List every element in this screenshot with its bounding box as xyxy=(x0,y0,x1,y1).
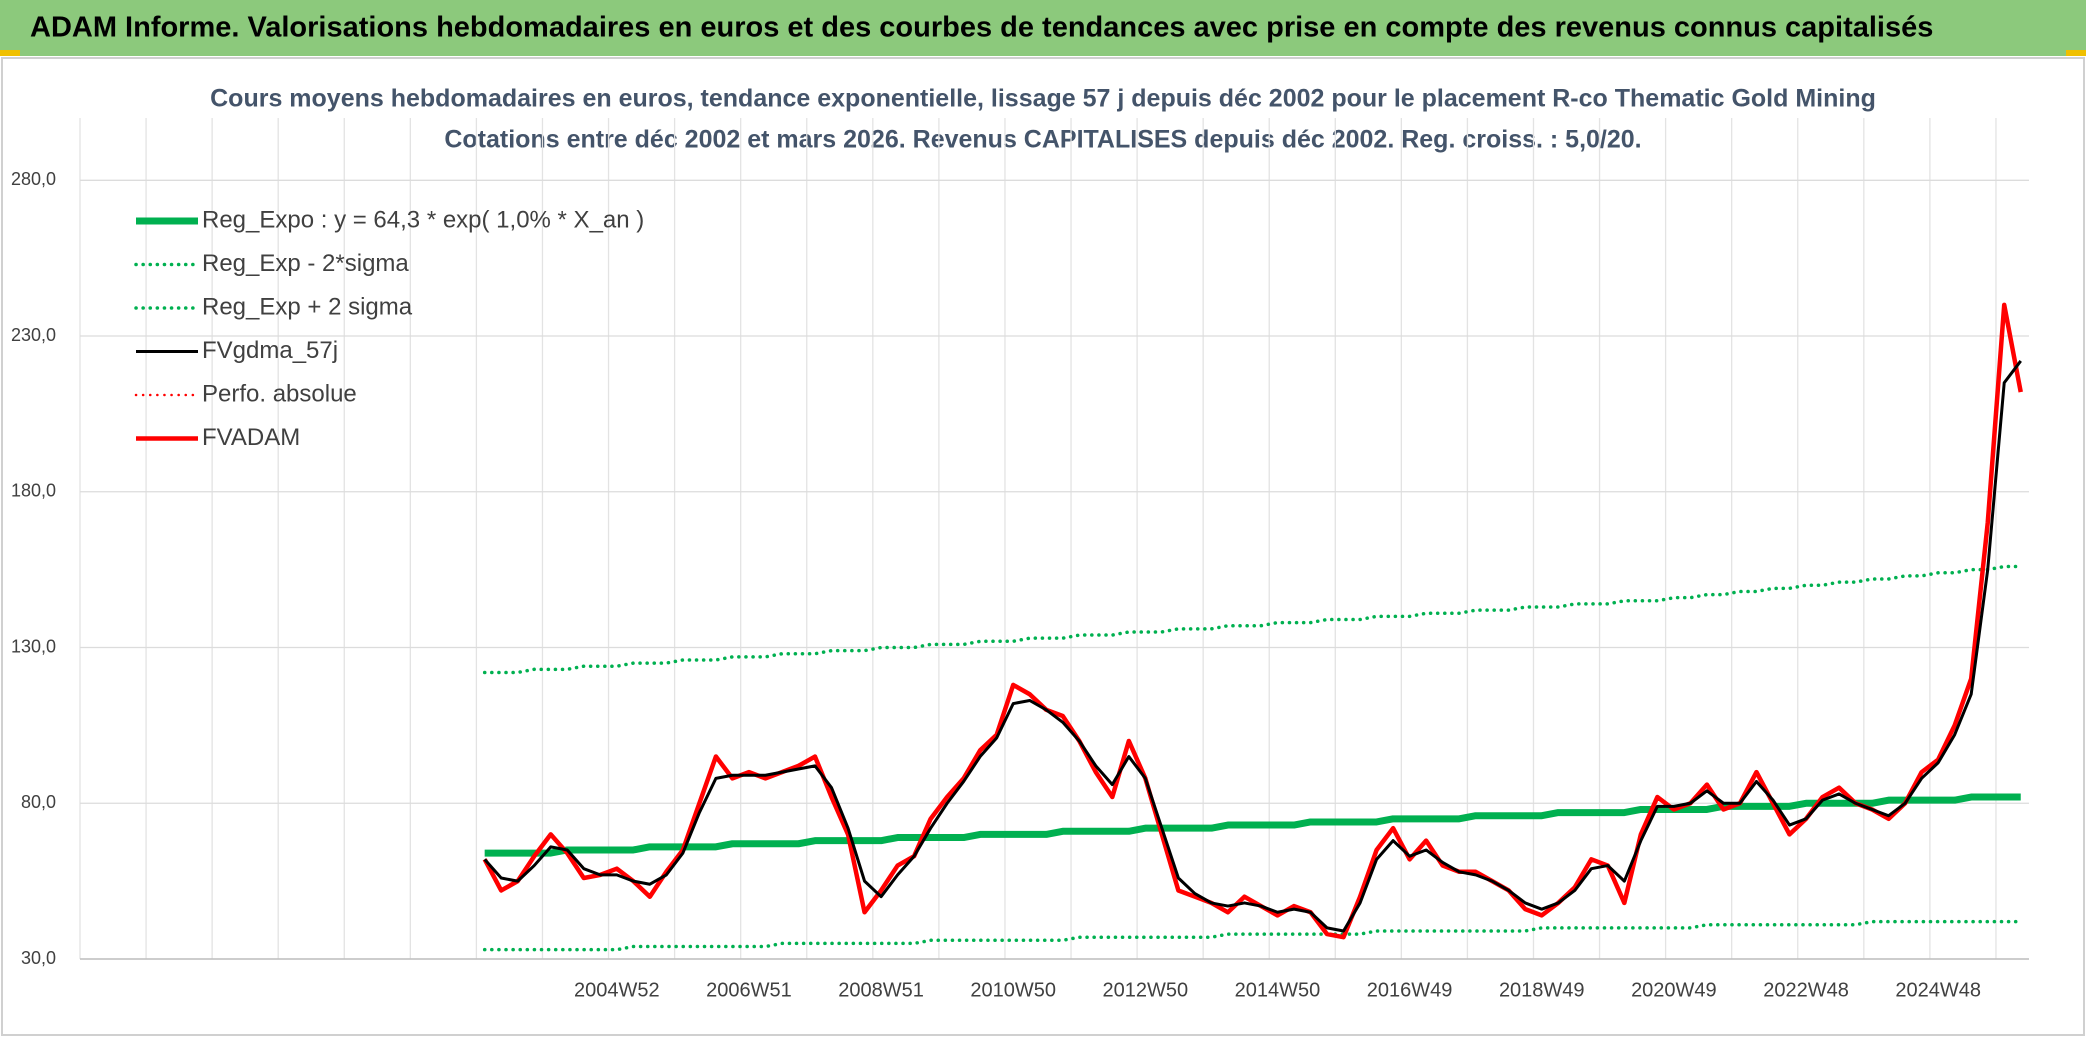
legend-label: FVgdma_57j xyxy=(202,337,338,364)
x-tick-label: 2008W51 xyxy=(838,979,924,1001)
x-tick-label: 2004W52 xyxy=(574,979,660,1001)
x-tick-label: 2016W49 xyxy=(1367,979,1453,1001)
header-title: ADAM Informe. Valorisations hebdomadaire… xyxy=(30,12,1933,44)
x-tick-label: 2022W48 xyxy=(1763,979,1849,1001)
chart-border xyxy=(1,57,2085,1036)
legend-label: Reg_Exp + 2 sigma xyxy=(202,293,413,320)
x-tick-label: 2014W50 xyxy=(1235,979,1321,1001)
series-line xyxy=(482,919,2023,952)
header-bar xyxy=(0,0,2086,56)
y-tick-label: 80,0 xyxy=(21,792,56,812)
x-tick-label: 2020W49 xyxy=(1631,979,1717,1001)
y-tick-label: 180,0 xyxy=(11,481,56,501)
x-tick-label: 2018W49 xyxy=(1499,979,1585,1001)
x-tick-label: 2012W50 xyxy=(1103,979,1189,1001)
x-tick-label: 2010W50 xyxy=(970,979,1056,1001)
y-tick-label: 30,0 xyxy=(21,948,56,968)
y-tick-label: 280,0 xyxy=(11,169,56,189)
chart-subtitle: Cotations entre déc 2002 et mars 2026. R… xyxy=(444,126,1641,154)
series-line xyxy=(484,793,2021,857)
legend-label: Perfo. absolue xyxy=(202,380,357,407)
y-tick-label: 130,0 xyxy=(11,636,56,656)
legend-label: Reg_Expo : y = 64,3 * exp( 1,0% * X_an ) xyxy=(202,206,644,233)
legend-label: FVADAM xyxy=(202,424,300,451)
corner-mark xyxy=(0,50,20,56)
chart-title: Cours moyens hebdomadaires en euros, ten… xyxy=(210,85,1876,113)
series-line xyxy=(482,564,2023,675)
y-tick-label: 230,0 xyxy=(11,325,56,345)
x-tick-label: 2024W48 xyxy=(1895,979,1981,1001)
corner-mark xyxy=(2066,50,2086,56)
legend-label: Reg_Exp - 2*sigma xyxy=(202,250,409,277)
x-tick-label: 2006W51 xyxy=(706,979,792,1001)
series-line xyxy=(483,360,2022,933)
